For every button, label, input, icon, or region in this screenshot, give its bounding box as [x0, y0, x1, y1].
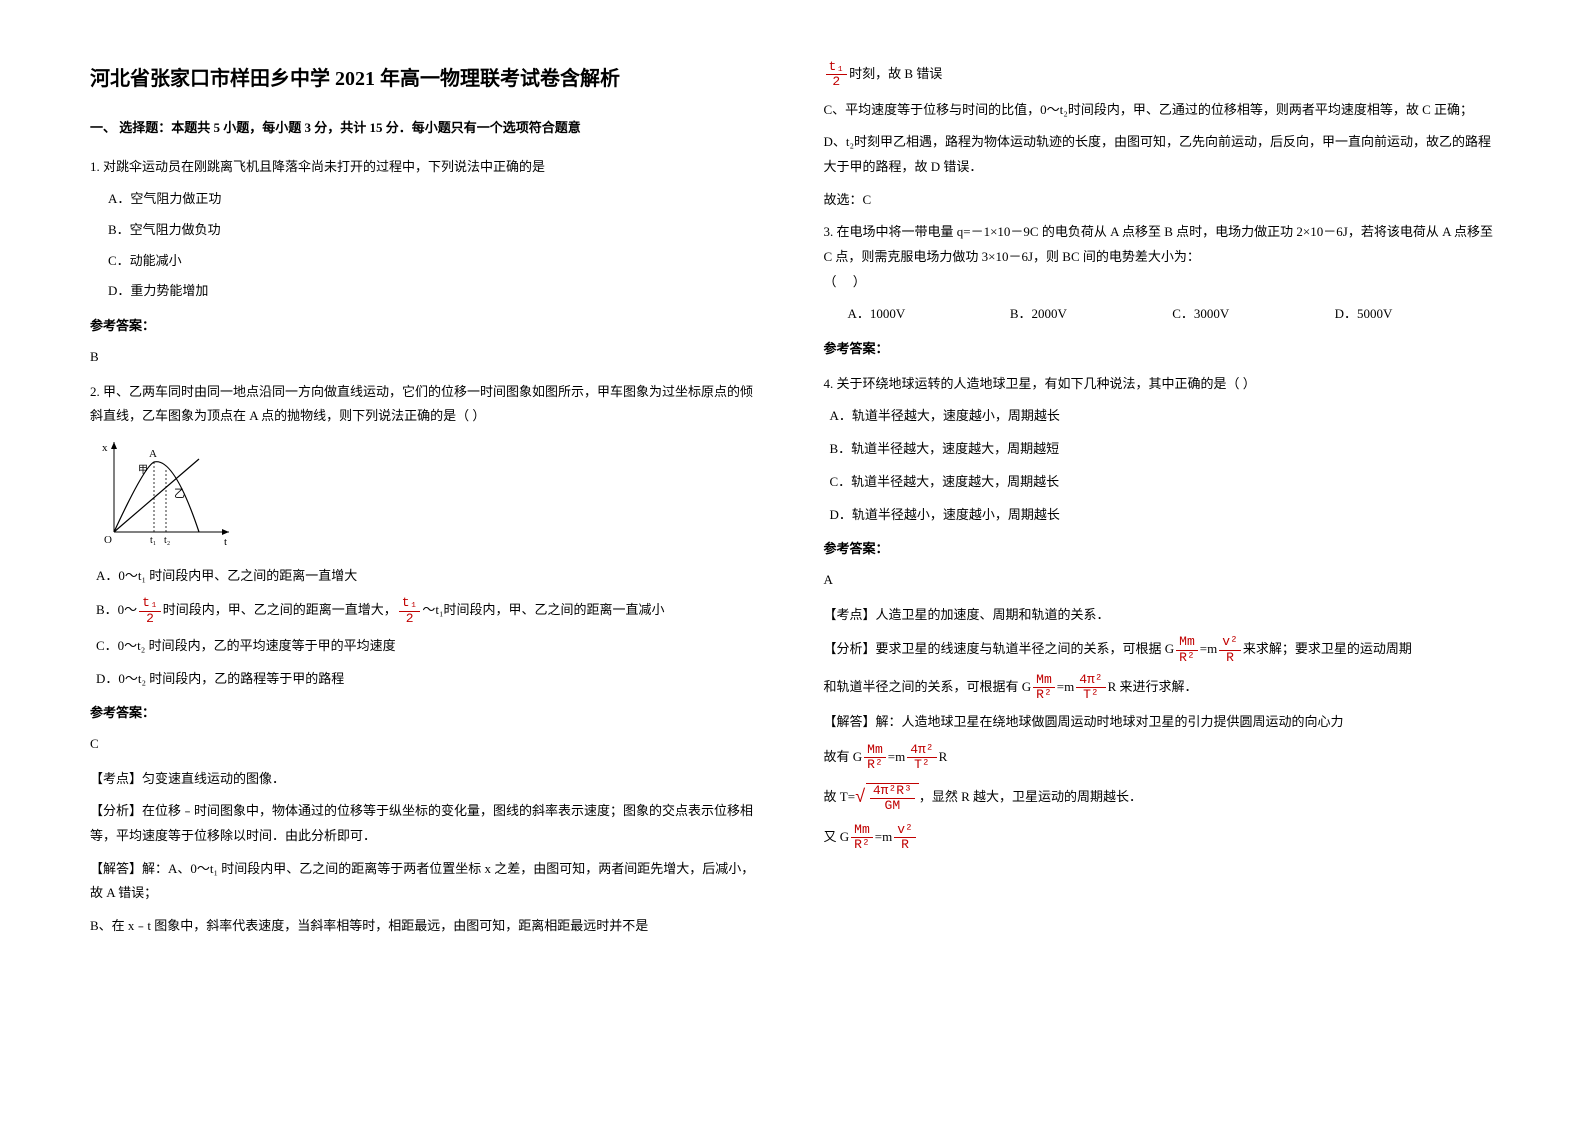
q2-opt-b: B．0～t₁2时间段内，甲、乙之间的距离一直增大，t₁2～t₁时间段内，甲、乙之… [96, 596, 764, 626]
q2-jd-c: C、平均速度等于位移与时间的比值，0～t₂时间段内，甲、乙通过的位移相等，则两者… [824, 98, 1498, 123]
frac-t1-2-c: t₁2 [826, 60, 848, 90]
q1-opt-d: D．重力势能增加 [108, 279, 764, 304]
q4-opt-a: A．轨道半径越大，速度越小，周期越长 [830, 404, 1498, 429]
q2-jdb2-post: 时刻，故 B 错误 [849, 66, 942, 81]
sqrt-expr: √4π²R³GM [855, 781, 919, 815]
q4-fx2-mid: =m [1057, 679, 1074, 694]
q4-fx2-post: R 来进行求解． [1108, 679, 1198, 694]
q2-opt-a: A．0～t₁ 时间段内甲、乙之间的距离一直增大 [96, 564, 764, 589]
q3-opt-c: C．3000V [1172, 302, 1334, 327]
q4-l2-pre: 故 T= [824, 789, 856, 804]
q3-opt-d: D．5000V [1335, 302, 1497, 327]
q4-fx: 【分析】要求卫星的线速度与轨道半径之间的关系，可根据 GMmR²=mv²R来求解… [824, 635, 1498, 665]
q4-l3-pre: 又 G [824, 829, 850, 844]
q2-ans-label: 参考答案： [90, 701, 764, 726]
q3-opt-b: B．2000V [1010, 302, 1172, 327]
q3-opt-a: A．1000V [848, 302, 1010, 327]
frac-4pi2-t2-b: 4π²T² [907, 743, 936, 773]
left-column: 河北省张家口市样田乡中学 2021 年高一物理联考试卷含解析 一、 选择题：本题… [90, 60, 764, 1062]
frac-4pi2r3-gm: 4π²R³GM [870, 784, 915, 814]
q3-ans-label: 参考答案： [824, 337, 1498, 362]
q4-opt-d: D．轨道半径越小，速度越小，周期越长 [830, 503, 1498, 528]
q4-l1-pre: 故有 G [824, 749, 863, 764]
frac-t1-2-a: t₁2 [139, 596, 161, 626]
q4-l3-mid: =m [875, 829, 892, 844]
jia-label: 甲 [138, 465, 148, 476]
q4-fx2: 和轨道半径之间的关系，可根据有 GMmR²=m4π²T²R 来进行求解． [824, 673, 1498, 703]
q2-jd-sel: 故选：C [824, 188, 1498, 213]
yi-label: 乙 [174, 487, 185, 500]
frac-v2-r-b: v²R [894, 823, 916, 853]
xt-graph-svg: x t O A t₁ t₂ 乙 甲 [94, 437, 234, 547]
q2-opt-c: C．0～t₂ 时间段内，乙的平均速度等于甲的平均速度 [96, 634, 764, 659]
t2-label: t₂ [164, 535, 170, 546]
q2-jd-b2: t₁2时刻，故 B 错误 [824, 60, 1498, 90]
frac-mm-r2-d: MmR² [851, 823, 873, 853]
q4-ans: A [824, 568, 1498, 593]
q2-fx: 【分析】在位移﹣时间图象中，物体通过的位移等于纵坐标的变化量，图线的斜率表示速度… [90, 799, 764, 848]
q2-opt-d: D．0～t₂ 时间段内，乙的路程等于甲的路程 [96, 667, 764, 692]
q1-opt-a: A．空气阻力做正功 [108, 187, 764, 212]
q3-options: A．1000V B．2000V C．3000V D．5000V [848, 302, 1498, 327]
q4-kp: 【考点】人造卫星的加速度、周期和轨道的关系． [824, 603, 1498, 628]
q3-text: 3. 在电场中将一带电量 q=－1×10－9C 的电负荷从 A 点移至 B 点时… [824, 220, 1498, 294]
q1-ans-label: 参考答案： [90, 314, 764, 339]
t1-label: t₁ [150, 535, 156, 546]
frac-mm-r2-b: MmR² [1033, 673, 1055, 703]
q4-fx-mid: =m [1200, 641, 1217, 656]
q2-diagram: x t O A t₁ t₂ 乙 甲 [94, 437, 764, 556]
q1-opt-b: B．空气阻力做负功 [108, 218, 764, 243]
q4-text: 4. 关于环绕地球运转的人造地球卫星，有如下几种说法，其中正确的是（ ） [824, 372, 1498, 397]
axis-x-label: x [102, 442, 108, 454]
q4-line1: 故有 GMmR²=m4π²T²R [824, 743, 1498, 773]
q2-optb-post: ～t₁时间段内，甲、乙之间的距离一直减小 [422, 602, 664, 617]
q2-jd-b: B、在 x﹣t 图象中，斜率代表速度，当斜率相等时，相距最远，由图可知，距离相距… [90, 914, 764, 939]
q2-ans: C [90, 732, 764, 757]
point-a-label: A [149, 448, 157, 460]
origin-label: O [104, 534, 112, 546]
q4-opt-c: C．轨道半径越大，速度越大，周期越长 [830, 470, 1498, 495]
doc-title: 河北省张家口市样田乡中学 2021 年高一物理联考试卷含解析 [90, 60, 764, 98]
q1-text: 1. 对跳伞运动员在刚跳离飞机且降落伞尚未打开的过程中，下列说法中正确的是 [90, 155, 764, 180]
q4-l2-post: ，显然 R 越大，卫星运动的周期越长． [919, 789, 1142, 804]
axis-t-label: t [224, 536, 227, 547]
right-column: t₁2时刻，故 B 错误 C、平均速度等于位移与时间的比值，0～t₂时间段内，甲… [824, 60, 1498, 1062]
frac-t1-2-b: t₁2 [399, 596, 421, 626]
q4-fx-post: 来求解；要求卫星的运动周期 [1243, 641, 1412, 656]
frac-mm-r2-a: MmR² [1176, 635, 1198, 665]
q4-l1-mid: =m [888, 749, 905, 764]
q4-opt-b: B．轨道半径越大，速度越大，周期越短 [830, 437, 1498, 462]
q1-opt-c: C．动能减小 [108, 249, 764, 274]
q2-optb-mid: 时间段内，甲、乙之间的距离一直增大， [163, 602, 397, 617]
q4-line3: 又 GMmR²=mv²R [824, 823, 1498, 853]
frac-mm-r2-c: MmR² [864, 743, 886, 773]
q4-fx2-pre: 和轨道半径之间的关系，可根据有 G [824, 679, 1032, 694]
q4-fx-pre: 【分析】要求卫星的线速度与轨道半径之间的关系，可根据 G [824, 641, 1175, 656]
frac-4pi2-t2-a: 4π²T² [1076, 673, 1105, 703]
q2-jd-a: 【解答】解：A、0～t₁ 时间段内甲、乙之间的距离等于两者位置坐标 x 之差，由… [90, 857, 764, 906]
q4-line2: 故 T=√4π²R³GM，显然 R 越大，卫星运动的周期越长． [824, 781, 1498, 815]
q2-optb-pre: B．0～ [96, 602, 137, 617]
q4-ans-label: 参考答案： [824, 537, 1498, 562]
q2-kp: 【考点】匀变速直线运动的图像． [90, 767, 764, 792]
q2-jd-d: D、t₂时刻甲乙相遇，路程为物体运动轨迹的长度，由图可知，乙先向前运动，后反向，… [824, 130, 1498, 179]
section-1-head: 一、 选择题：本题共 5 小题，每小题 3 分，共计 15 分．每小题只有一个选… [90, 116, 764, 141]
q1-ans: B [90, 345, 764, 370]
frac-v2-r-a: v²R [1219, 635, 1241, 665]
q4-l1-post: R [939, 749, 948, 764]
q4-jd: 【解答】解：人造地球卫星在绕地球做圆周运动时地球对卫星的引力提供圆周运动的向心力 [824, 710, 1498, 735]
q2-text: 2. 甲、乙两车同时由同一地点沿同一方向做直线运动，它们的位移一时间图象如图所示… [90, 380, 764, 429]
